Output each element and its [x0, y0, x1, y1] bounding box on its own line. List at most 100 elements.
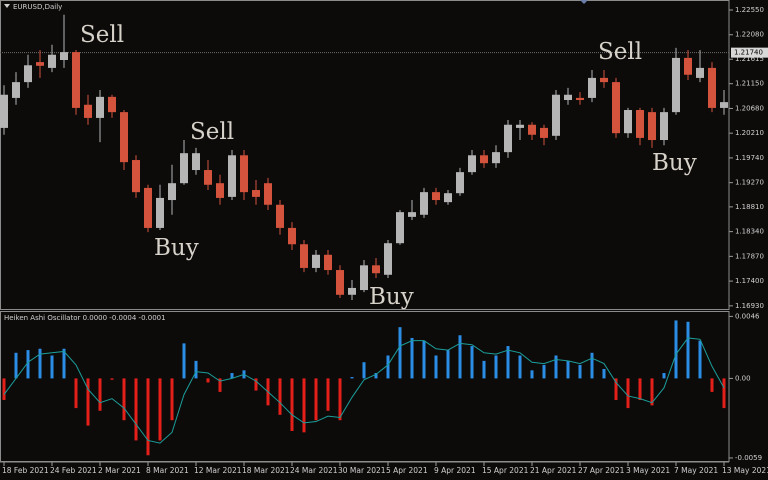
- histogram-bar: [686, 321, 690, 379]
- histogram-bar: [530, 370, 534, 379]
- candle-body: [0, 94, 8, 128]
- histogram-bar: [626, 378, 630, 409]
- signal-annotation: Sell: [80, 22, 124, 48]
- candle-body: [192, 153, 200, 171]
- candle-body: [204, 170, 212, 185]
- histogram-bar: [314, 378, 318, 421]
- x-tick-label: 15 Apr 2021: [482, 466, 529, 475]
- candle-body: [648, 112, 656, 141]
- candle-body: [528, 124, 536, 135]
- candle-body: [144, 187, 152, 228]
- y-tick-label: 1.19740: [735, 154, 764, 162]
- x-tick-label: 8 Mar 2021: [146, 466, 189, 475]
- candle-body: [372, 265, 380, 274]
- y-tick-label: 1.20210: [735, 129, 764, 137]
- histogram-bar: [482, 360, 486, 379]
- candle-body: [168, 183, 176, 201]
- histogram-bar: [134, 378, 138, 441]
- candle-body: [228, 155, 236, 197]
- candle-body: [564, 94, 572, 101]
- histogram-bar: [446, 350, 450, 379]
- histogram-bar: [230, 373, 234, 379]
- histogram-bar: [362, 362, 366, 379]
- histogram-bar: [74, 378, 78, 409]
- candle-body: [432, 192, 440, 201]
- shift-marker: [580, 0, 588, 4]
- candle-body: [672, 57, 680, 113]
- y-tick-label: 1.16930: [735, 302, 764, 310]
- candle-body: [456, 172, 464, 194]
- price-panel-frame: [0, 0, 730, 310]
- candle-body: [660, 112, 668, 141]
- candle-body: [240, 155, 248, 193]
- signal-annotation: Buy: [154, 235, 199, 261]
- y-tick-label: 1.21615: [735, 55, 764, 63]
- histogram-bar: [50, 355, 54, 379]
- histogram-bar: [410, 337, 414, 379]
- y-tick-label: 0.00: [735, 374, 751, 382]
- candle-body: [468, 155, 476, 173]
- menu-arrow[interactable]: [4, 4, 10, 8]
- histogram-bar: [590, 352, 594, 379]
- candle-body: [264, 183, 272, 205]
- histogram-bar: [350, 377, 354, 379]
- x-tick-label: 2 Mar 2021: [98, 466, 141, 475]
- x-tick-label: 7 May 2021: [674, 466, 718, 475]
- histogram-bar: [98, 378, 102, 411]
- histogram-bar: [182, 343, 186, 379]
- x-tick-label: 3 May 2021: [626, 466, 670, 475]
- x-tick-label: 18 Feb 2021: [2, 466, 49, 475]
- x-tick-label: 5 Apr 2021: [386, 466, 428, 475]
- chart-title: EURUSD,Daily: [13, 3, 62, 11]
- candle-body: [180, 153, 188, 184]
- histogram-bar: [326, 378, 330, 411]
- candle-body: [624, 110, 632, 134]
- candle-body: [576, 97, 584, 101]
- y-tick-label: 1.22550: [735, 6, 764, 14]
- histogram-bar: [554, 355, 558, 379]
- candle-body: [336, 270, 344, 295]
- x-tick-label: 18 Mar 2021: [242, 466, 290, 475]
- y-tick-label: 1.22080: [735, 31, 764, 39]
- histogram-bar: [614, 378, 618, 400]
- histogram-bar: [662, 373, 666, 379]
- candle-body: [684, 57, 692, 75]
- histogram-bar: [338, 378, 342, 421]
- histogram-bar: [122, 378, 126, 421]
- histogram-bar: [494, 355, 498, 379]
- candle-body: [636, 110, 644, 138]
- histogram-bar: [386, 355, 390, 379]
- histogram-bar: [602, 368, 606, 379]
- candle-body: [492, 152, 500, 164]
- candle-body: [12, 82, 20, 98]
- candle-body: [252, 190, 260, 197]
- oscillator-title: Heiken Ashi Oscillator 0.0000 -0.0004 -0…: [4, 314, 166, 322]
- candle-body: [708, 67, 716, 108]
- signal-annotation: Buy: [652, 150, 697, 176]
- histogram-bar: [542, 364, 546, 379]
- candle-body: [480, 155, 488, 164]
- y-tick-label: 1.20680: [735, 104, 764, 112]
- histogram-bar: [374, 373, 378, 379]
- histogram-bar: [26, 350, 30, 379]
- histogram-bar: [110, 378, 114, 380]
- candle-body: [216, 183, 224, 198]
- candle-body: [288, 227, 296, 245]
- histogram-bar: [2, 378, 6, 400]
- histogram-bar: [434, 355, 438, 379]
- histogram-bar: [518, 355, 522, 379]
- candle-body: [300, 244, 308, 268]
- signal-annotation: Buy: [369, 284, 414, 310]
- histogram-bar: [710, 378, 714, 392]
- x-tick-label: 27 Apr 2021: [578, 466, 625, 475]
- histogram-bar: [470, 346, 474, 379]
- histogram-bar: [566, 360, 570, 379]
- candle-body: [504, 124, 512, 153]
- histogram-bar: [62, 348, 66, 379]
- x-tick-label: 12 Mar 2021: [194, 466, 242, 475]
- histogram-bar: [206, 378, 210, 383]
- histogram-bar: [650, 378, 654, 406]
- x-tick-label: 13 May 2021: [722, 466, 768, 475]
- candle-body: [420, 192, 428, 215]
